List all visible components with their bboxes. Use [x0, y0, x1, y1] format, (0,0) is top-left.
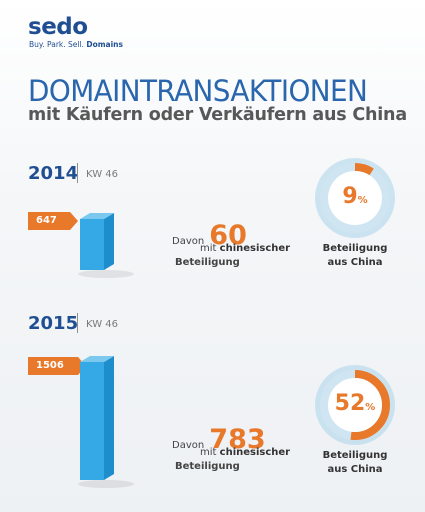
sedo-logo: sedo	[28, 14, 88, 40]
gauge-label-line1: Beteiligung	[322, 450, 388, 461]
total-value-2015: 1506	[36, 360, 64, 371]
china-desc-2014: mit chinesischer Beteiligung	[175, 242, 295, 270]
beteiligung-text: Beteiligung	[175, 461, 240, 472]
bar-top	[80, 213, 114, 219]
bar-side	[104, 356, 114, 480]
gauge-label-line2: aus China	[327, 464, 383, 475]
year-2015: 2015	[28, 313, 79, 334]
china-value-2014: 60	[209, 220, 247, 251]
share-number-2014: 9	[342, 184, 358, 209]
mit-bold: chinesischer	[219, 243, 291, 254]
year-separator	[77, 163, 78, 183]
gauge-label-line2: aus China	[327, 257, 383, 268]
bar-top	[80, 356, 114, 362]
share-unit-2014: %	[357, 195, 368, 206]
share-percent-2015: 52%	[312, 391, 398, 416]
davon-label: Davon	[172, 440, 205, 451]
china-value-2015: 783	[209, 424, 266, 455]
bar-chart-2014	[78, 213, 134, 278]
gauge-label-2015: Beteiligung aus China	[305, 449, 405, 477]
page-subtitle: mit Käufern oder Verkäufern aus China	[28, 105, 407, 125]
beteiligung-text: Beteiligung	[175, 257, 240, 268]
week-label-2014: KW 46	[86, 169, 118, 180]
bar-front	[80, 362, 104, 480]
share-gauge-2014	[315, 158, 395, 238]
share-gauge-2015	[315, 365, 395, 445]
mit-text: mit	[200, 447, 217, 458]
china-count-2015: Davon 783	[172, 426, 266, 453]
davon-label: Davon	[172, 236, 205, 247]
logo-tagline: Buy. Park. Sell. Domains	[29, 40, 123, 49]
tagline-bold: Domains	[86, 40, 123, 49]
gauge-value-arc	[320, 163, 390, 233]
year-2014: 2014	[28, 163, 79, 184]
tagline-text: Buy. Park. Sell.	[29, 40, 84, 49]
gauge-center	[328, 378, 382, 432]
bar-side	[104, 213, 114, 270]
share-percent-2014: 9%	[312, 184, 398, 209]
week-label-2015: KW 46	[86, 319, 118, 330]
page-title: DOMAINTRANSAKTIONEN	[28, 74, 368, 108]
bar-front	[80, 219, 104, 270]
total-value-2014: 647	[36, 215, 57, 226]
bar-shadow	[78, 270, 134, 278]
china-count-2014: Davon 60	[172, 222, 247, 249]
gauge-value-arc	[320, 370, 390, 440]
mit-bold: chinesischer	[219, 447, 291, 458]
china-desc-2015: mit chinesischer Beteiligung	[175, 446, 295, 474]
total-flag-2014: 647	[28, 212, 78, 230]
share-number-2015: 52	[334, 391, 366, 416]
share-unit-2015: %	[365, 402, 376, 413]
bar-chart-2015	[78, 356, 134, 488]
gauge-label-2014: Beteiligung aus China	[305, 242, 405, 270]
mit-text: mit	[200, 243, 217, 254]
bar-shadow	[78, 480, 134, 488]
gauge-label-line1: Beteiligung	[322, 243, 388, 254]
gauge-center	[328, 171, 382, 225]
year-separator	[77, 313, 78, 333]
